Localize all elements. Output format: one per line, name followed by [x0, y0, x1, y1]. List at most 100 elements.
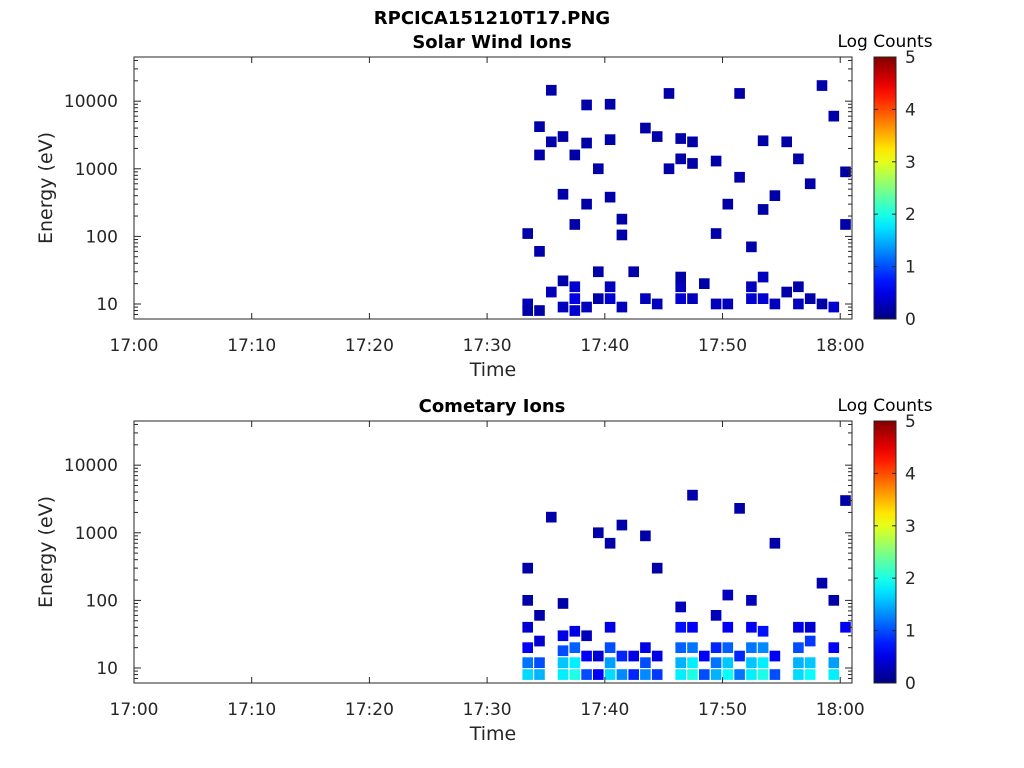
heatmap-cell — [687, 642, 698, 653]
heatmap-cell — [722, 198, 734, 210]
heatmap-cell — [828, 110, 840, 122]
heatmap-cell — [710, 228, 722, 239]
heatmap-cell — [534, 246, 545, 257]
y-tick-label: 10 — [96, 295, 118, 315]
heatmap-cell — [557, 301, 569, 313]
colorbar-tick-label: 2 — [905, 569, 916, 589]
heatmap-cell — [557, 598, 569, 609]
heatmap-cell — [675, 621, 686, 633]
heatmap-cell — [840, 495, 851, 506]
heatmap-cell — [687, 293, 698, 304]
heatmap-cell — [675, 657, 686, 668]
heatmap-cell — [569, 281, 581, 293]
heatmap-cell — [828, 301, 840, 313]
heatmap-cell — [663, 163, 675, 175]
heatmap-cell — [734, 650, 745, 662]
panel-cometary-ions: Cometary Ions 17:00 17:10 17:20 17:30 17:40 1… — [35, 396, 933, 745]
heatmap-cell — [604, 98, 616, 110]
x-tick-label: 17:30 — [463, 700, 512, 720]
heatmap-cell — [804, 635, 816, 647]
heatmap-cell — [722, 589, 734, 601]
x-tick-label: 17:00 — [110, 700, 159, 720]
heatmap-cell — [569, 625, 581, 637]
heatmap-cell — [640, 293, 651, 304]
heatmap-cell — [781, 286, 792, 298]
y-axis-label: Energy (eV) — [35, 496, 57, 608]
heatmap-cell — [804, 621, 816, 633]
heatmap-cell — [675, 153, 686, 165]
heatmap-cell — [769, 669, 781, 680]
heatmap-cell — [675, 669, 686, 680]
x-axis-label: Time — [469, 359, 517, 381]
x-tick-label: 18:00 — [816, 700, 865, 720]
y-axis-label: Energy (eV) — [35, 132, 57, 244]
heatmap-cell — [675, 601, 686, 613]
heatmap-cell — [699, 650, 710, 662]
heatmap-cell — [569, 219, 581, 230]
colorbar-tick-label: 5 — [905, 412, 916, 432]
heatmap-cell — [675, 271, 686, 283]
heatmap-cell — [534, 305, 545, 316]
heatmap-cell — [651, 669, 663, 680]
heatmap-cell — [722, 657, 734, 668]
heatmap-cell — [840, 219, 851, 230]
heatmap-cell — [757, 669, 769, 680]
heatmap-cell — [746, 293, 757, 304]
heatmap-cell — [710, 610, 722, 621]
heatmap-cell — [746, 621, 757, 633]
heatmap-cell — [746, 595, 757, 606]
heatmap-cells — [522, 489, 851, 680]
heatmap-cell — [734, 88, 745, 99]
heatmap-cell — [522, 595, 533, 606]
colorbar-tick-label: 3 — [905, 517, 916, 537]
heatmap-cell — [757, 271, 769, 283]
heatmap-cell — [757, 657, 769, 668]
heatmap-cell — [687, 158, 698, 169]
colorbar-tick-label: 0 — [905, 310, 916, 330]
heatmap-cell — [569, 149, 581, 161]
heatmap-cell — [581, 198, 592, 210]
heatmap-cell — [722, 642, 734, 653]
heatmap-cell — [593, 293, 604, 304]
heatmap-cell — [593, 527, 604, 539]
heatmap-cell — [557, 275, 569, 287]
heatmap-cell — [534, 121, 545, 132]
heatmap-cell — [616, 229, 628, 241]
heatmap-cell — [581, 99, 592, 111]
heatmap-cell — [569, 669, 581, 680]
heatmap-cell — [828, 669, 840, 680]
heatmap-cell — [710, 155, 722, 167]
heatmap-cell — [604, 537, 616, 549]
figure-title: RPCICA151210T17.PNG — [374, 8, 610, 29]
heatmap-cell — [769, 650, 781, 662]
heatmap-cell — [793, 153, 804, 165]
plot-area — [134, 421, 852, 683]
panel-title: Cometary Ions — [419, 396, 566, 417]
colorbar-tick-label: 1 — [905, 258, 916, 278]
heatmap-cell — [557, 669, 569, 680]
heatmap-cell — [840, 621, 851, 633]
heatmap-cell — [651, 131, 663, 142]
x-tick-label: 17:10 — [227, 700, 276, 720]
y-tick-label: 10000 — [64, 92, 118, 112]
heatmap-cell — [522, 621, 533, 633]
heatmap-cell — [722, 621, 734, 633]
heatmap-cell — [651, 562, 663, 574]
heatmap-cell — [616, 301, 628, 313]
heatmap-cell — [675, 133, 686, 144]
y-tick-label: 10000 — [64, 456, 118, 476]
colorbar-tick-label: 0 — [905, 674, 916, 694]
heatmap-cell — [593, 650, 604, 662]
heatmap-cell — [557, 630, 569, 642]
heatmap-cell — [604, 642, 616, 653]
heatmap-cell — [840, 166, 851, 178]
x-tick-label: 17:30 — [463, 336, 512, 356]
heatmap-cell — [757, 625, 769, 637]
heatmap-cell — [581, 669, 592, 680]
heatmap-cell — [581, 301, 592, 313]
heatmap-cell — [663, 88, 675, 99]
heatmap-cell — [569, 642, 581, 653]
heatmap-cell — [675, 293, 686, 304]
heatmap-cell — [593, 669, 604, 680]
